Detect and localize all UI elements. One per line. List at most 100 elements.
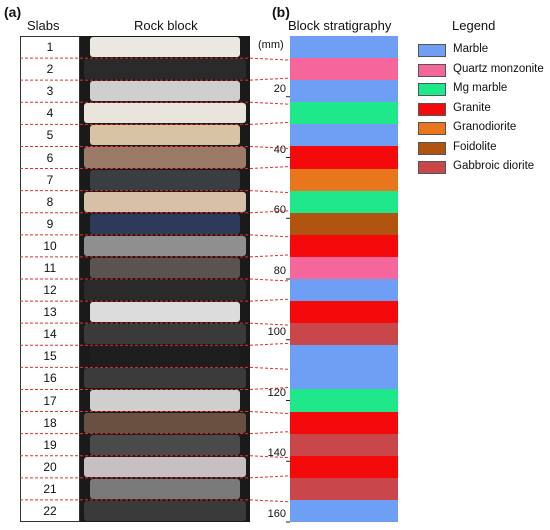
- legend-label: Granite: [453, 101, 491, 114]
- legend-swatch: [418, 161, 446, 174]
- strat-layer-9: [290, 212, 398, 236]
- correlation-line: [249, 366, 291, 370]
- strat-layer-17: [290, 389, 398, 413]
- strat-layer-21: [290, 477, 398, 501]
- depth-tick-60: 60: [273, 204, 286, 217]
- depth-tick-40: 40: [273, 143, 286, 156]
- strat-layer-8: [290, 190, 398, 214]
- slab-number-20: 20: [43, 459, 57, 474]
- strat-layer-4: [290, 102, 398, 125]
- legend-swatch: [418, 44, 446, 57]
- legend-swatch: [418, 83, 446, 96]
- slabs-header: Slabs: [27, 18, 60, 33]
- rock-block-photo: [80, 36, 250, 522]
- slab-number-17: 17: [43, 393, 57, 408]
- correlation-line: [249, 499, 291, 503]
- strat-layer-7: [290, 168, 398, 192]
- correlation-line: [249, 166, 291, 170]
- depth-tick-120: 120: [267, 386, 286, 399]
- slab-number-22: 22: [43, 503, 57, 518]
- strat-layer-10: [290, 234, 398, 258]
- rock-slab-19: [90, 434, 240, 455]
- strat-layer-6: [290, 146, 398, 170]
- correlation-line: [249, 101, 291, 105]
- rock-slab-16: [84, 368, 246, 389]
- correlation-line: [249, 431, 291, 435]
- unit-label: (mm): [258, 39, 284, 51]
- strat-layer-20: [290, 455, 398, 479]
- correlation-line: [249, 298, 291, 302]
- slab-number-2: 2: [46, 62, 54, 77]
- depth-tick-100: 100: [267, 325, 286, 338]
- slab-number-21: 21: [43, 481, 57, 496]
- strat-layer-12: [290, 279, 398, 302]
- correlation-line: [249, 254, 291, 258]
- panel-a-label: (a): [4, 4, 22, 20]
- stratigraphy-column: [290, 36, 398, 523]
- depth-tick-160: 160: [267, 508, 286, 520]
- slab-number-12: 12: [43, 283, 57, 298]
- strat-layer-11: [290, 256, 398, 280]
- slab-number-3: 3: [46, 84, 54, 99]
- strat-layer-1: [290, 36, 398, 59]
- legend-label: Granodiorite: [453, 121, 517, 133]
- strat-layer-13: [290, 301, 398, 324]
- slab-number-5: 5: [46, 128, 54, 143]
- correlation-line: [249, 234, 291, 238]
- rock-slab-7: [90, 169, 240, 190]
- rock-slab-18: [84, 412, 246, 433]
- depth-tick-140: 140: [267, 447, 286, 460]
- correlation-line: [249, 342, 291, 346]
- slab-number-9: 9: [46, 216, 54, 231]
- legend-swatch: [418, 102, 446, 116]
- slab-number-19: 19: [43, 437, 57, 452]
- rock-slab-11: [90, 257, 240, 278]
- strat-layer-16: [290, 367, 398, 390]
- rock-slab-21: [90, 478, 240, 499]
- strat-layer-3: [290, 80, 398, 103]
- correlation-line: [249, 121, 291, 125]
- panel-b-label: (b): [272, 4, 290, 20]
- slab-number-11: 11: [43, 260, 57, 275]
- rock-slab-17: [90, 390, 240, 411]
- slab-number-13: 13: [43, 305, 57, 320]
- rock-slab-22: [84, 500, 246, 521]
- rock-slab-15: [90, 346, 240, 367]
- legend-label: Mg marble: [453, 82, 508, 94]
- rock-slab-8: [84, 191, 246, 212]
- rock-slab-13: [90, 302, 240, 323]
- rock-slab-2: [84, 59, 246, 80]
- legend-label: Gabbroic diorite: [453, 160, 535, 172]
- strat-layer-14: [290, 323, 398, 346]
- rock-slab-10: [84, 235, 246, 256]
- slab-number-1: 1: [46, 40, 54, 55]
- legend-swatch: [418, 63, 446, 77]
- slab-number-7: 7: [46, 172, 54, 187]
- slab-number-6: 6: [46, 150, 54, 165]
- rock-block-header: Rock block: [134, 18, 198, 33]
- rock-slab-4: [84, 103, 246, 124]
- strat-layer-2: [290, 58, 398, 81]
- rock-slab-20: [84, 456, 246, 477]
- rock-slab-3: [90, 81, 240, 102]
- legend-swatch: [418, 141, 446, 155]
- correlation-line: [249, 190, 291, 194]
- correlation-line: [249, 411, 291, 415]
- rock-slab-6: [84, 147, 246, 168]
- rock-slab-9: [90, 213, 240, 234]
- rock-slab-1: [90, 37, 240, 58]
- rock-slab-12: [84, 280, 246, 301]
- strat-layer-15: [290, 345, 398, 368]
- slab-number-4: 4: [46, 106, 54, 121]
- legend-label: Marble: [453, 43, 489, 55]
- slab-number-8: 8: [46, 194, 54, 209]
- slab-number-10: 10: [43, 238, 57, 253]
- strat-layer-18: [290, 411, 398, 435]
- rock-slab-5: [90, 125, 240, 146]
- slab-number-14: 14: [43, 327, 57, 342]
- strat-layer-5: [290, 124, 398, 147]
- correlation-line: [249, 77, 291, 81]
- slab-number-15: 15: [43, 349, 57, 364]
- legend-label: Foidolite: [453, 140, 497, 153]
- correlation-line: [249, 57, 291, 61]
